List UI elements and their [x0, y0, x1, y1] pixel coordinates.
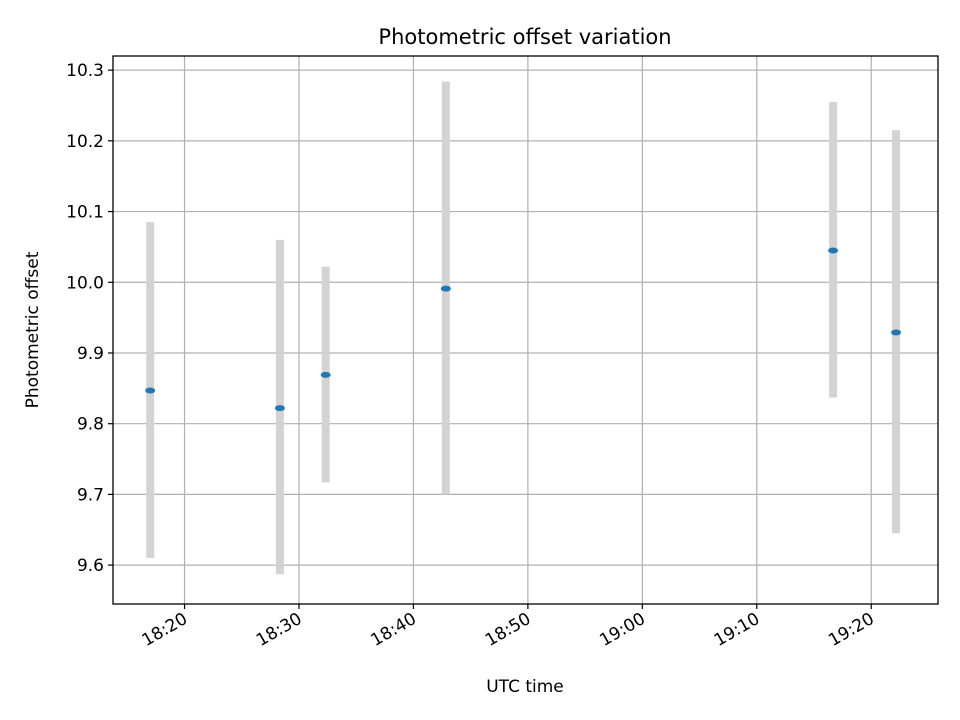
data-point	[145, 387, 156, 394]
y-axis-ticks: 9.6 9.7 9.8 9.9 10.0 10.1 10.2 10.3	[66, 61, 113, 576]
y-tick-label: 10.0	[66, 273, 104, 293]
data-points	[145, 247, 902, 412]
y-axis-label: Photometric offset	[23, 251, 43, 408]
data-point	[274, 405, 285, 412]
data-point	[440, 285, 451, 292]
data-point	[891, 329, 902, 336]
y-tick-label: 10.2	[66, 132, 104, 152]
data-point	[320, 371, 331, 378]
data-point	[828, 247, 839, 254]
y-tick-label: 9.6	[77, 556, 104, 576]
chart-title: Photometric offset variation	[378, 25, 671, 49]
y-tick-label: 10.1	[66, 203, 104, 223]
grid	[113, 56, 938, 604]
plot-frame	[112, 55, 939, 605]
y-tick-label: 9.7	[77, 485, 104, 505]
y-tick-label: 10.3	[66, 61, 104, 81]
y-tick-label: 9.9	[77, 344, 104, 364]
x-axis-label: UTC time	[486, 677, 564, 697]
y-tick-label: 9.8	[77, 415, 104, 435]
